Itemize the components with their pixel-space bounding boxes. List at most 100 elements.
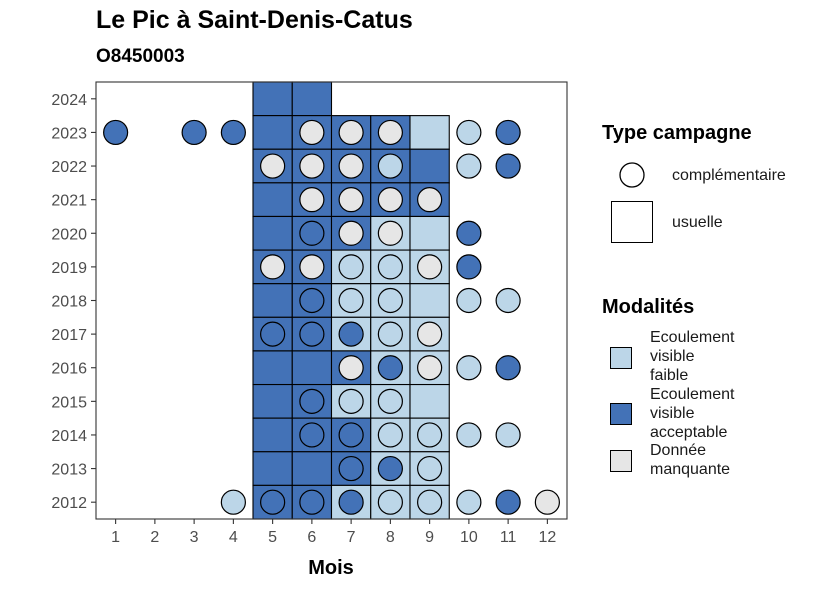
- point-2015-7: [338, 388, 364, 414]
- y-tick-label: 2024: [51, 92, 87, 109]
- x-axis-label: Mois: [308, 557, 354, 579]
- y-tick-label: 2015: [51, 394, 87, 411]
- tile-2014-5: [252, 417, 293, 453]
- point-2018-7: [338, 287, 364, 314]
- complementaire-points: [103, 119, 560, 515]
- point-2013-9: [417, 455, 443, 482]
- tile-2024-5: [252, 81, 293, 117]
- y-tick-label: 2012: [51, 495, 87, 512]
- point-2014-8: [377, 422, 403, 448]
- point-2017-8: [377, 321, 403, 347]
- tile-2022-9: [409, 148, 450, 184]
- point-2015-8: [377, 388, 403, 414]
- point-2013-8: [377, 455, 403, 482]
- legend-square-icon: [611, 201, 653, 243]
- point-2020-6: [299, 220, 325, 246]
- y-tick-label: 2014: [51, 428, 87, 445]
- point-2014-9: [417, 422, 443, 448]
- x-tick-label: 4: [229, 529, 238, 546]
- tile-2018-9: [409, 283, 450, 318]
- point-2018-6: [299, 287, 325, 314]
- point-2023-11: [495, 119, 521, 146]
- y-tick-label: 2016: [51, 361, 87, 378]
- legend-type-label-usuelle: usuelle: [672, 214, 723, 231]
- point-2018-8: [377, 287, 403, 314]
- tile-2013-5: [252, 451, 293, 486]
- point-2016-9: [417, 355, 443, 381]
- legend-mod-label-acceptable: Ecoulement visible acceptable: [650, 386, 735, 441]
- point-2022-10: [456, 153, 482, 179]
- tile-2016-5: [252, 350, 293, 386]
- y-tick-label: 2013: [51, 462, 87, 479]
- tile-2023-5: [252, 115, 293, 150]
- y-tick-label: 2023: [51, 125, 87, 142]
- point-2014-7: [338, 422, 364, 448]
- point-2022-5: [260, 153, 286, 179]
- point-2012-10: [456, 489, 482, 515]
- x-tick-label: 5: [268, 529, 277, 546]
- tile-2015-9: [409, 383, 450, 419]
- legend-swatch-manquante: [610, 450, 632, 472]
- chart-title: Le Pic à Saint-Denis-Catus: [96, 6, 413, 34]
- point-2017-7: [338, 321, 364, 347]
- point-2017-9: [417, 321, 443, 347]
- tile-2024-6: [291, 81, 333, 117]
- point-2016-8: [377, 355, 403, 381]
- point-2012-7: [338, 489, 364, 515]
- y-tick-label: 2021: [51, 193, 87, 210]
- point-2021-9: [417, 187, 443, 213]
- point-2021-8: [377, 187, 403, 213]
- legend-type-title: Type campagne: [602, 122, 752, 144]
- point-2012-4: [220, 489, 246, 515]
- x-tick-label: 1: [111, 529, 120, 546]
- tile-2016-6: [291, 350, 333, 386]
- point-2023-7: [338, 119, 364, 146]
- x-tick-label: 7: [347, 529, 356, 546]
- y-tick-label: 2018: [51, 294, 87, 311]
- point-2012-11: [495, 489, 521, 515]
- legend-swatch-faible: [610, 347, 632, 369]
- point-2023-8: [377, 119, 403, 146]
- point-2019-6: [299, 254, 325, 280]
- point-2022-7: [338, 153, 364, 179]
- point-2020-10: [456, 220, 482, 246]
- legend-swatch-acceptable: [610, 403, 632, 425]
- point-2016-11: [495, 355, 521, 381]
- point-2022-6: [299, 153, 325, 179]
- tile-2021-5: [252, 182, 293, 218]
- y-tick-label: 2020: [51, 226, 87, 243]
- point-2019-7: [338, 254, 364, 280]
- point-2019-5: [260, 254, 286, 280]
- point-2019-10: [456, 254, 482, 280]
- x-axis: 1 2 3 4 5 6 7 8 9 10 11 12: [111, 519, 556, 546]
- tile-2013-6: [291, 451, 333, 486]
- point-2017-6: [299, 321, 325, 347]
- legend-mod-label-manquante: Donnée manquante: [650, 442, 731, 478]
- tile-2020-9: [409, 215, 450, 251]
- point-2021-7: [338, 187, 364, 213]
- point-2022-8: [377, 153, 403, 179]
- y-axis: 2012 2013 2014 2015 2016 2017 2018 2019 2020 2021…: [51, 92, 96, 512]
- point-2017-5: [260, 321, 286, 347]
- y-tick-label: 2019: [51, 260, 87, 277]
- tile-2023-9: [409, 115, 450, 150]
- point-2014-11: [495, 422, 521, 448]
- x-tick-label: 9: [425, 529, 434, 546]
- chart-subtitle: O8450003: [96, 46, 185, 67]
- point-2018-10: [456, 287, 482, 314]
- point-2012-5: [260, 489, 286, 515]
- point-2023-10: [456, 119, 482, 146]
- point-2013-7: [338, 455, 364, 482]
- point-2023-4: [220, 119, 246, 146]
- point-2016-7: [338, 355, 364, 381]
- legend-type-label-complementaire: complémentaire: [672, 167, 786, 184]
- legend-circle-icon: [619, 162, 645, 188]
- tile-2015-5: [252, 383, 293, 419]
- x-tick-label: 12: [538, 529, 556, 546]
- point-2022-11: [495, 153, 521, 179]
- tile-2018-5: [252, 283, 293, 318]
- point-2021-6: [299, 187, 325, 213]
- point-2023-6: [299, 119, 325, 146]
- point-2018-11: [495, 287, 521, 314]
